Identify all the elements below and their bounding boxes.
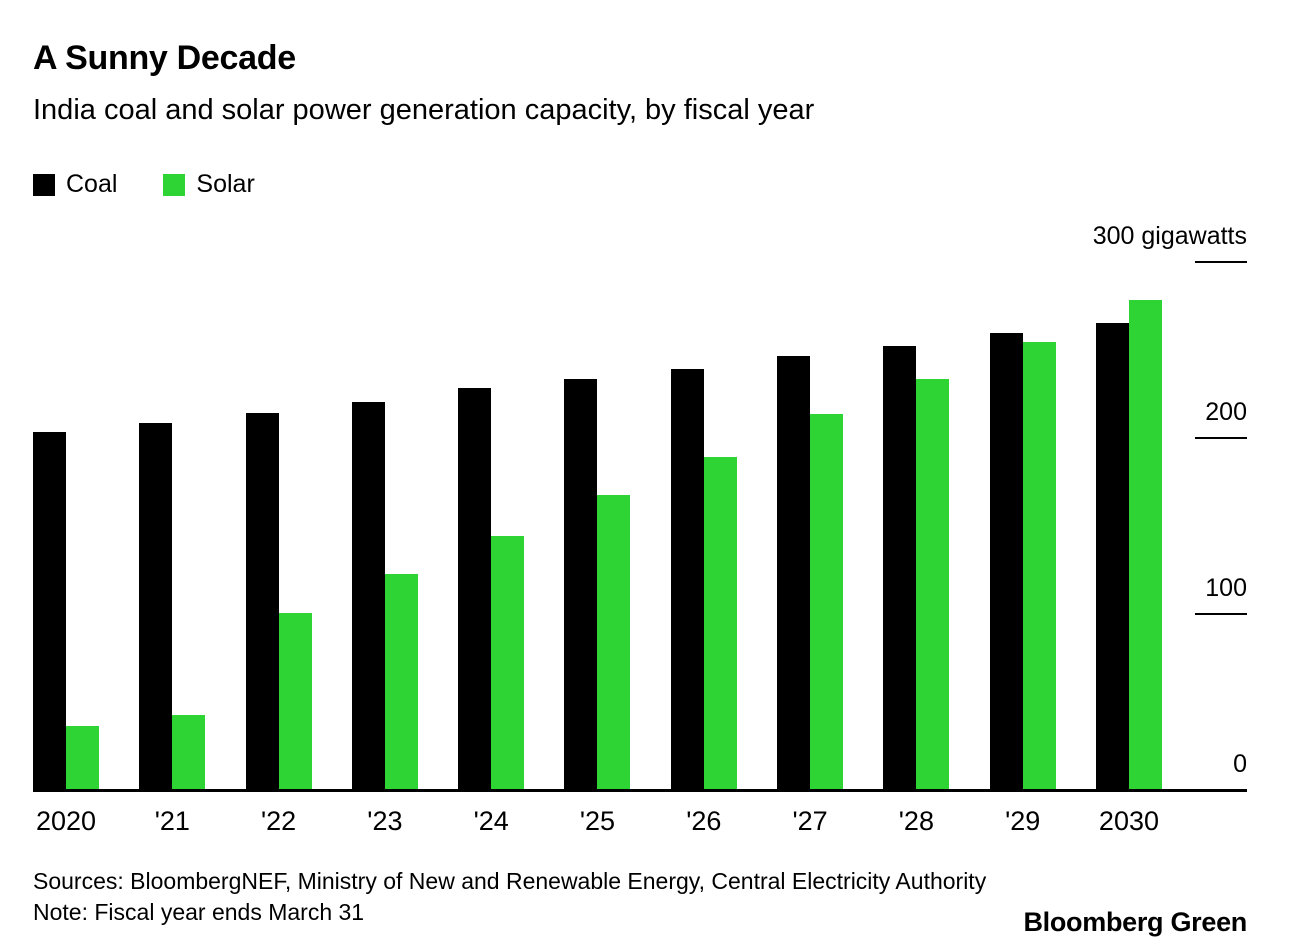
- bar-group-2030: [1095, 261, 1162, 790]
- legend-item-solar: Solar: [163, 170, 255, 199]
- bar-solar: [66, 725, 99, 790]
- legend-label-coal: Coal: [66, 170, 118, 199]
- bar-group-24: [458, 261, 525, 790]
- x-axis-label: '22: [261, 806, 297, 837]
- bar-solar: [1128, 299, 1162, 790]
- bar-coal: [883, 345, 917, 790]
- y-tick-line: [1195, 261, 1247, 264]
- y-tick-label: 100: [1205, 574, 1247, 603]
- bar-group-26: [670, 261, 737, 790]
- bar-group-29: [989, 261, 1056, 790]
- bar-coal: [33, 431, 66, 790]
- bar-group-28: [883, 261, 950, 790]
- y-tick-label: 200: [1205, 398, 1247, 427]
- legend-label-solar: Solar: [196, 170, 255, 199]
- bar-group-27: [777, 261, 844, 790]
- coal-swatch-icon: [33, 173, 55, 196]
- bar-coal: [564, 379, 598, 790]
- bar-coal: [458, 387, 492, 790]
- x-axis-label: 2020: [35, 806, 97, 837]
- y-tick-line: [1195, 437, 1247, 440]
- x-axis-label: 2030: [1098, 806, 1159, 837]
- x-axis-label: '29: [1005, 806, 1041, 837]
- y-tick-label: 0: [1233, 750, 1247, 779]
- x-axis-label: '24: [473, 806, 509, 837]
- x-axis-label: '25: [579, 806, 616, 837]
- bar-coal: [1095, 322, 1129, 790]
- y-tick-line: [1195, 613, 1247, 616]
- bar-solar: [703, 456, 737, 790]
- x-axis-labels: 2020 '21 '22 '23 '24 '25 '26 '27 '28 '29 2030: [33, 805, 1247, 837]
- chart-subtitle: India coal and solar power generation ca…: [33, 94, 815, 127]
- sources-text: Sources: BloombergNEF, Ministry of New a…: [33, 867, 987, 894]
- bar-solar: [384, 574, 418, 790]
- bar-coal: [670, 368, 704, 790]
- chart-title: A Sunny Decade: [33, 39, 296, 77]
- footer: Sources: BloombergNEF, Ministry of New a…: [33, 866, 1247, 928]
- bar-group-2020: [33, 261, 99, 790]
- bar-coal: [777, 356, 811, 790]
- chart-plot: [33, 261, 1162, 790]
- bar-solar: [916, 379, 950, 790]
- bar-group-22: [245, 261, 312, 790]
- bar-coal: [245, 412, 279, 790]
- note-text: Note: Fiscal year ends March 31: [33, 898, 365, 925]
- solar-swatch-icon: [163, 173, 186, 196]
- x-axis-label: '28: [898, 806, 934, 837]
- bar-solar: [597, 495, 631, 790]
- y-tick-label: 300 gigawatts: [1092, 222, 1247, 251]
- legend-item-coal: Coal: [33, 172, 117, 197]
- x-axis-baseline: [33, 789, 1247, 793]
- bar-solar: [1022, 342, 1056, 790]
- brand-logo: Bloomberg Green: [1023, 907, 1247, 937]
- x-axis-label: '27: [792, 806, 828, 837]
- chart-area: 0 100 200 300 gigawatts: [33, 224, 1247, 793]
- bar-coal: [351, 402, 385, 790]
- x-axis-label: '21: [154, 806, 190, 837]
- bar-group-25: [564, 261, 631, 790]
- x-axis-label: '26: [686, 806, 722, 837]
- bar-solar: [810, 414, 844, 790]
- bar-coal: [139, 423, 173, 790]
- bar-solar: [491, 535, 525, 790]
- bar-group-23: [351, 261, 418, 790]
- bar-solar: [278, 613, 312, 790]
- bar-solar: [172, 715, 206, 790]
- bar-coal: [989, 333, 1023, 790]
- legend: Coal Solar: [33, 172, 1247, 197]
- bar-group-21: [139, 261, 206, 790]
- x-axis-label: '23: [367, 806, 403, 837]
